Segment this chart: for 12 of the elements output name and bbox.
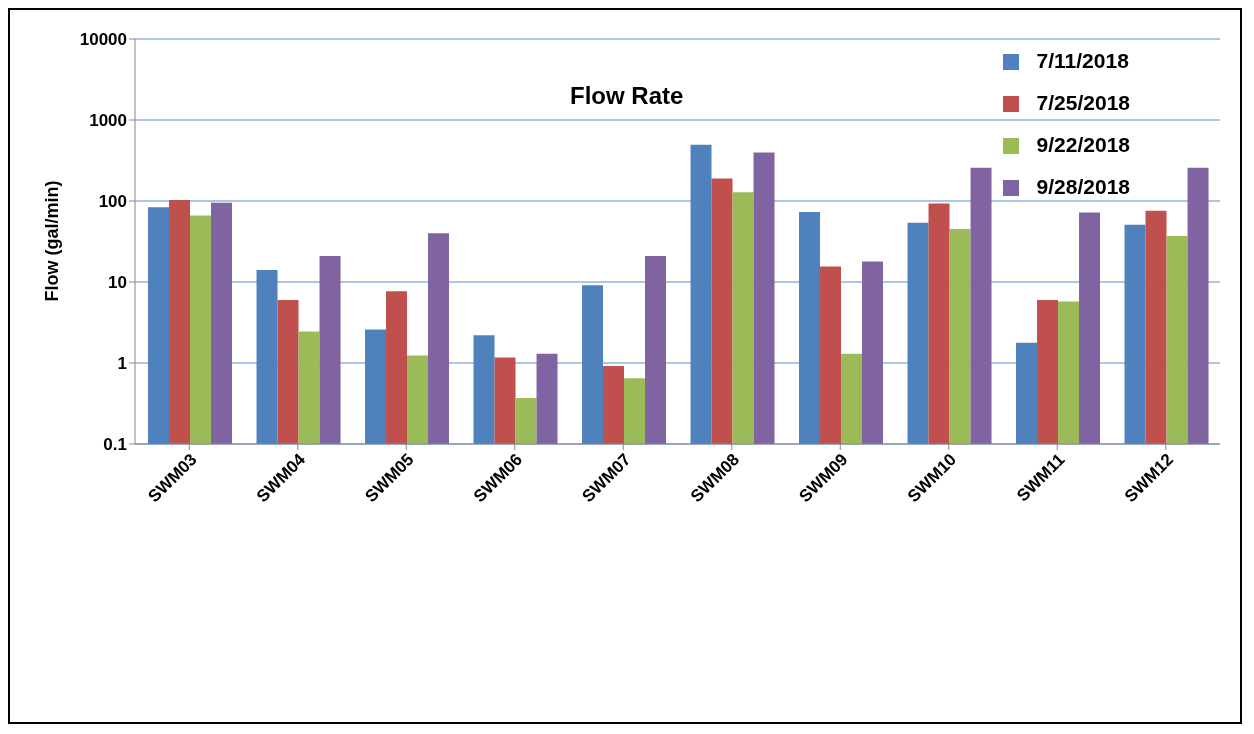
y-axis-title: Flow (gal/min) bbox=[42, 180, 63, 302]
legend-label: 9/22/2018 bbox=[1036, 133, 1130, 156]
legend-label: 7/11/2018 bbox=[1036, 49, 1129, 72]
y-tick-label: 10 bbox=[108, 273, 127, 293]
text: Flow Rate bbox=[570, 82, 684, 110]
legend-label: 9/28/2018 bbox=[1036, 175, 1130, 198]
y-tick-label: 1000 bbox=[89, 111, 127, 131]
y-tick-label: 10000 bbox=[79, 30, 127, 50]
y-tick-label: 0.1 bbox=[103, 435, 127, 455]
y-tick-label: 1 bbox=[117, 354, 127, 374]
legend-label: 7/25/2018 bbox=[1036, 91, 1130, 114]
y-tick-label: 100 bbox=[98, 192, 127, 212]
